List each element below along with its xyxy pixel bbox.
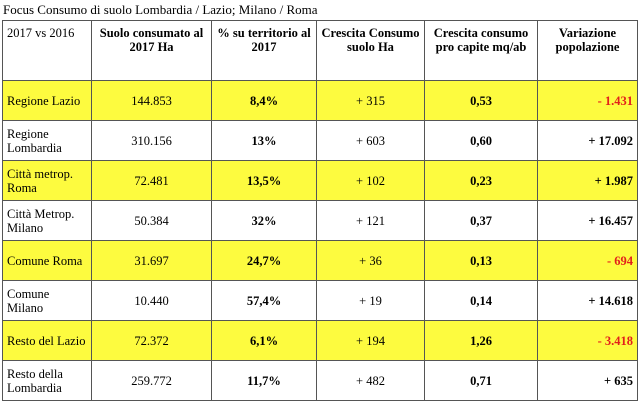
population-change-cell: + 14.618 (537, 280, 638, 321)
per-capita-growth-cell: 0,37 (424, 200, 538, 241)
table-row: Regione Lombardia 310.156 13% + 603 0,60 + 17… (2, 120, 638, 161)
column-header-territory-percent: % su territorio al 2017 (211, 20, 317, 81)
territory-percent-cell: 57,4% (211, 280, 317, 321)
consumption-growth-cell: + 603 (316, 120, 425, 161)
header-row: 2017 vs 2016 Suolo consumato al 2017 Ha … (2, 20, 638, 81)
consumption-growth-cell: + 36 (316, 240, 425, 281)
per-capita-growth-cell: 0,60 (424, 120, 538, 161)
population-change-cell: + 16.457 (537, 200, 638, 241)
soil-consumed-cell: 259.772 (91, 360, 212, 401)
consumption-growth-cell: + 19 (316, 280, 425, 321)
table-row: Comune Roma 31.697 24,7% + 36 0,13- 694 (2, 240, 638, 281)
soil-consumed-cell: 310.156 (91, 120, 212, 161)
soil-consumed-cell: 10.440 (91, 280, 212, 321)
territory-percent-cell: 11,7% (211, 360, 317, 401)
column-header-consumption-growth: Crescita Consumo suolo Ha (316, 20, 425, 81)
area-name-cell: Regione Lombardia (2, 120, 92, 161)
table-body: Regione Lazio 144.853 8,4% + 315 0,53- 1.431… (2, 80, 638, 401)
consumption-growth-cell: + 482 (316, 360, 425, 401)
territory-percent-cell: 13% (211, 120, 317, 161)
soil-consumed-cell: 72.372 (91, 320, 212, 361)
territory-percent-cell: 6,1% (211, 320, 317, 361)
table-row: Città Metrop. Milano 50.384 32% + 121 0,37 + … (2, 200, 638, 241)
table-row: Resto del Lazio 72.372 6,1% + 194 1,26- 3.41… (2, 320, 638, 361)
area-name-cell: Regione Lazio (2, 80, 92, 121)
consumption-growth-cell: + 315 (316, 80, 425, 121)
table-caption: Focus Consumo di suolo Lombardia / Lazio… (3, 2, 318, 17)
area-name-cell: Città metrop. Roma (2, 160, 92, 201)
consumption-growth-cell: + 194 (316, 320, 425, 361)
per-capita-growth-cell: 0,23 (424, 160, 538, 201)
area-name-cell: Resto della Lombardia (2, 360, 92, 401)
soil-consumed-cell: 50.384 (91, 200, 212, 241)
soil-consumed-cell: 72.481 (91, 160, 212, 201)
area-name-cell: Città Metrop. Milano (2, 200, 92, 241)
area-name-cell: Comune Milano (2, 280, 92, 321)
territory-percent-cell: 13,5% (211, 160, 317, 201)
per-capita-growth-cell: 0,71 (424, 360, 538, 401)
soil-consumed-cell: 144.853 (91, 80, 212, 121)
per-capita-growth-cell: 1,26 (424, 320, 538, 361)
territory-percent-cell: 24,7% (211, 240, 317, 281)
territory-percent-cell: 8,4% (211, 80, 317, 121)
table-row: Città metrop. Roma 72.481 13,5% + 102 0,23 + … (2, 160, 638, 201)
column-header-soil-consumed: Suolo consumato al 2017 Ha (91, 20, 212, 81)
column-header-per-capita-growth: Crescita consumo pro capite mq/ab (424, 20, 538, 81)
population-change-cell: + 635 (537, 360, 638, 401)
land-consumption-table: 2017 vs 2016 Suolo consumato al 2017 Ha … (2, 20, 638, 401)
consumption-growth-cell: + 121 (316, 200, 425, 241)
table-row: Resto della Lombardia 259.772 11,7% + 482 0,… (2, 360, 638, 401)
population-change-cell: - 1.431 (537, 80, 638, 121)
population-change-cell: + 17.092 (537, 120, 638, 161)
column-header-population-change: Variazione popolazione (537, 20, 638, 81)
table-row: Regione Lazio 144.853 8,4% + 315 0,53- 1.431 (2, 80, 638, 121)
population-change-cell: + 1.987 (537, 160, 638, 201)
table-row: Comune Milano 10.440 57,4% + 19 0,14 + 14.618 (2, 280, 638, 321)
population-change-cell: - 3.418 (537, 320, 638, 361)
per-capita-growth-cell: 0,13 (424, 240, 538, 281)
consumption-growth-cell: + 102 (316, 160, 425, 201)
territory-percent-cell: 32% (211, 200, 317, 241)
per-capita-growth-cell: 0,53 (424, 80, 538, 121)
area-name-cell: Comune Roma (2, 240, 92, 281)
population-change-cell: - 694 (537, 240, 638, 281)
soil-consumed-cell: 31.697 (91, 240, 212, 281)
per-capita-growth-cell: 0,14 (424, 280, 538, 321)
column-header-period: 2017 vs 2016 (2, 20, 92, 81)
area-name-cell: Resto del Lazio (2, 320, 92, 361)
